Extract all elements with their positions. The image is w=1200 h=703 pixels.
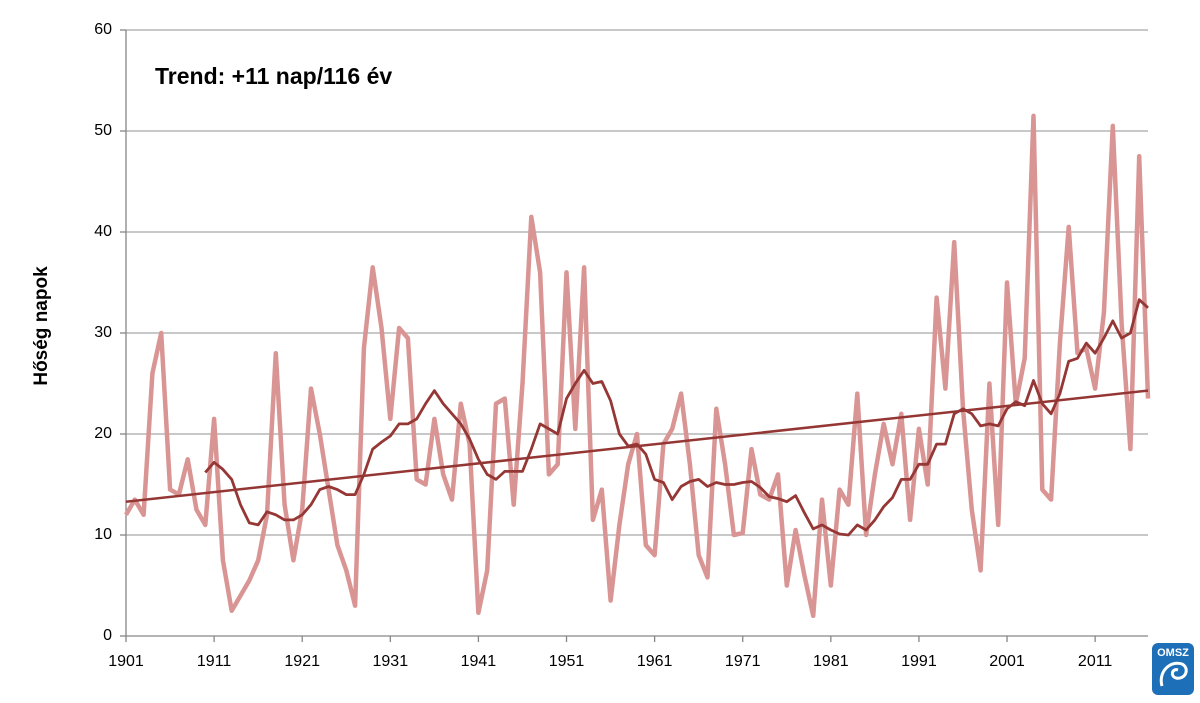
logo-text: OMSZ — [1157, 647, 1189, 659]
y-axis-label: Hőség napok — [31, 266, 52, 386]
y-tick-label: 20 — [94, 425, 112, 442]
x-tick-label: 1931 — [373, 653, 409, 670]
x-tick-label: 2001 — [989, 653, 1025, 670]
logo-swirl — [1159, 661, 1188, 687]
y-tick-label: 40 — [94, 223, 112, 240]
x-tick-label: 1981 — [813, 653, 849, 670]
x-tick-label: 1951 — [549, 653, 585, 670]
x-tick-label: 1961 — [637, 653, 673, 670]
y-tick-label: 30 — [94, 324, 112, 341]
x-tick-label: 1921 — [284, 653, 320, 670]
x-tick-label: 1941 — [461, 653, 497, 670]
x-tick-label: 1911 — [197, 653, 232, 670]
x-tick-label: 2011 — [1078, 653, 1113, 670]
y-tick-label: 10 — [94, 526, 112, 543]
data-line — [125, 389, 1149, 503]
y-tick-label: 50 — [94, 122, 112, 139]
data-line — [204, 298, 1149, 537]
y-tick-label: 0 — [103, 627, 112, 644]
logo: OMSZ — [1152, 643, 1194, 695]
y-tick-label: 60 — [94, 21, 112, 38]
x-tick-label: 1991 — [901, 653, 937, 670]
x-tick-label: 1901 — [108, 653, 144, 670]
data-line — [124, 113, 1151, 619]
annotation: Trend: +11 nap/116 év — [155, 63, 392, 89]
x-tick-label: 1971 — [725, 653, 761, 670]
